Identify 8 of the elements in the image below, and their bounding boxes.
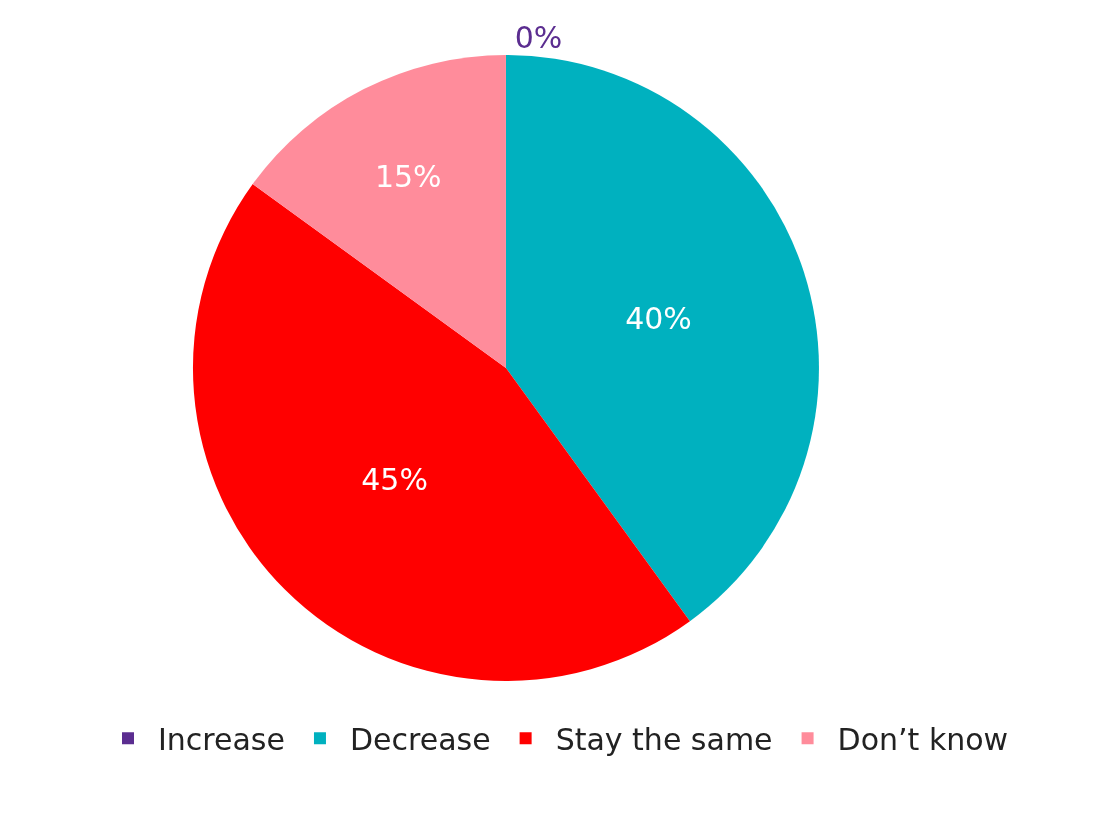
data-label: 40% xyxy=(625,300,692,336)
legend-label: Increase xyxy=(158,722,285,757)
legend-label: Don’t know xyxy=(837,722,1009,757)
legend-label: Decrease xyxy=(349,722,491,757)
data-label: 45% xyxy=(361,461,428,497)
data-label: 15% xyxy=(374,158,442,194)
text: 0% xyxy=(514,20,563,55)
legend-label: Stay the same xyxy=(555,722,773,757)
